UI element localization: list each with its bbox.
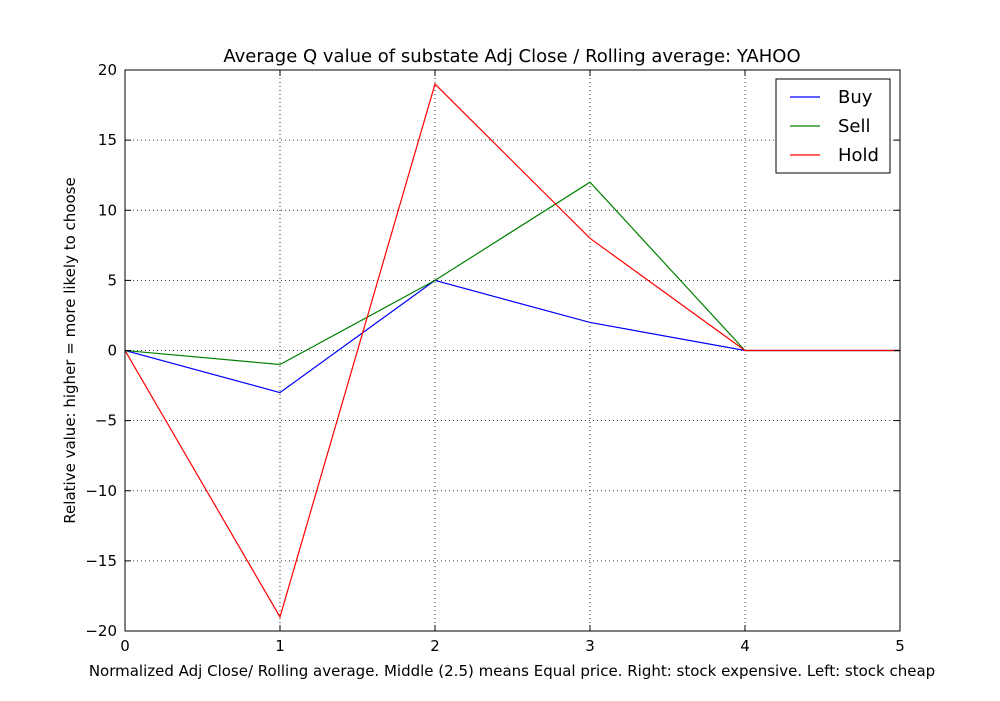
x-tick-label: 0 [120, 637, 130, 655]
x-tick-label: 4 [740, 637, 750, 655]
y-tick-label: −15 [85, 552, 117, 570]
legend-label-buy: Buy [838, 87, 873, 108]
x-tick-label: 1 [275, 637, 285, 655]
y-tick-label: 20 [98, 61, 117, 79]
legend: Buy Sell Hold [775, 78, 891, 174]
y-tick-label: −20 [85, 622, 117, 640]
chart-title: Average Q value of substate Adj Close / … [223, 46, 800, 67]
y-tick-label: −10 [85, 482, 117, 500]
y-tick-label: 15 [98, 131, 117, 149]
x-tick-label: 5 [895, 637, 905, 655]
x-tick-label: 3 [585, 637, 595, 655]
series-line-buy [124, 279, 900, 394]
legend-label-hold: Hold [838, 145, 879, 166]
series-line-hold [124, 82, 900, 619]
x-axis-label: Normalized Adj Close/ Rolling average. M… [89, 662, 935, 680]
x-tick-label: 2 [430, 637, 440, 655]
axis-ticks: 0 1 2 3 4 5 −20 −15 −10 −5 0 5 10 15 20 [85, 61, 904, 655]
y-tick-label: 10 [98, 201, 117, 219]
y-tick-label: −5 [95, 412, 117, 430]
legend-label-sell: Sell [838, 116, 871, 137]
series-line-sell [124, 181, 900, 366]
y-tick-label: 0 [107, 342, 117, 360]
y-axis-label: Relative value: higher = more likely to … [61, 177, 79, 523]
y-tick-label: 5 [107, 271, 117, 289]
series-lines [124, 82, 900, 619]
